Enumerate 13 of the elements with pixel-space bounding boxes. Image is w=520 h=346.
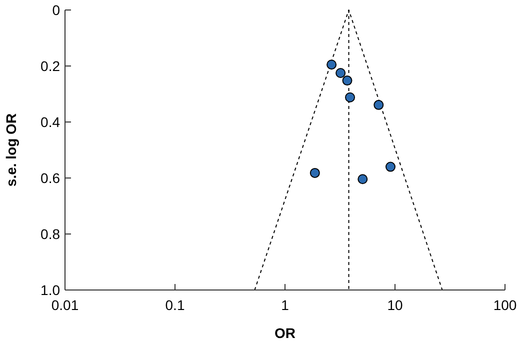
y-axis-title: s.e. log OR: [3, 113, 19, 187]
y-tick-label: 0.8: [40, 226, 60, 242]
x-axis-title: OR: [274, 325, 296, 341]
x-tick-label: 0.01: [51, 297, 79, 313]
x-tick-label: 1: [281, 297, 290, 313]
y-tick-label: 0.2: [40, 58, 60, 74]
y-tick-label: 0: [52, 2, 60, 18]
x-tick-label: 100: [493, 297, 517, 313]
x-tick-label: 10: [387, 297, 403, 313]
x-tick-label: 0.1: [165, 297, 185, 313]
y-tick-label: 1.0: [40, 282, 60, 298]
y-tick-label: 0.4: [40, 114, 60, 130]
y-tick-label: 0.6: [40, 170, 60, 186]
